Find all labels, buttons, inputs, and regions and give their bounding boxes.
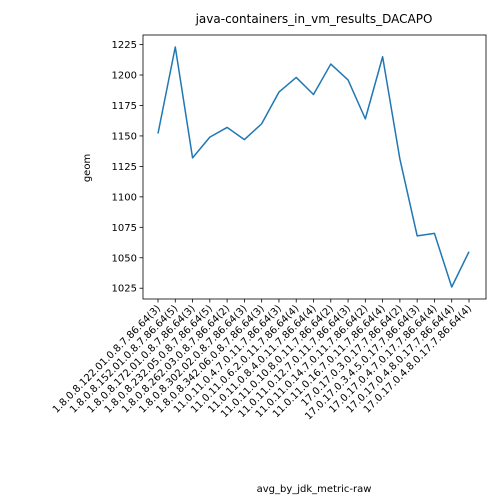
data-point <box>192 157 194 159</box>
data-point <box>313 94 315 96</box>
y-tick-label: 1050 <box>112 253 137 264</box>
plot-frame <box>142 34 487 300</box>
data-point <box>399 158 401 160</box>
plot-area: 1025105010751100112511501175120012251.8.… <box>51 34 487 422</box>
data-point <box>278 91 280 93</box>
data-point <box>433 232 435 234</box>
y-tick-label: 1175 <box>112 101 137 112</box>
y-tick-label: 1125 <box>112 162 137 173</box>
data-point <box>157 132 159 134</box>
y-tick-label: 1225 <box>112 40 137 51</box>
data-point <box>226 126 228 128</box>
series-line <box>157 46 470 288</box>
data-point <box>209 136 211 138</box>
data-point <box>261 123 263 125</box>
data-point <box>468 251 470 253</box>
y-tick-label: 1100 <box>112 192 137 203</box>
data-point <box>364 118 366 120</box>
y-tick-label: 1025 <box>112 284 137 295</box>
y-tick-label: 1075 <box>112 223 137 234</box>
data-point <box>174 46 176 48</box>
data-point <box>382 56 384 58</box>
data-point <box>295 76 297 78</box>
data-point <box>451 286 453 288</box>
data-point <box>330 63 332 65</box>
data-point <box>243 139 245 141</box>
x-axis-label: avg_by_jdk_metric-raw <box>257 484 372 495</box>
chart-title: java-containers_in_vm_results_DACAPO <box>195 12 433 26</box>
data-point <box>416 235 418 237</box>
y-axis-label: geom <box>82 154 93 182</box>
y-tick-label: 1200 <box>112 71 137 82</box>
y-tick-label: 1150 <box>112 131 137 142</box>
data-point <box>347 79 349 81</box>
